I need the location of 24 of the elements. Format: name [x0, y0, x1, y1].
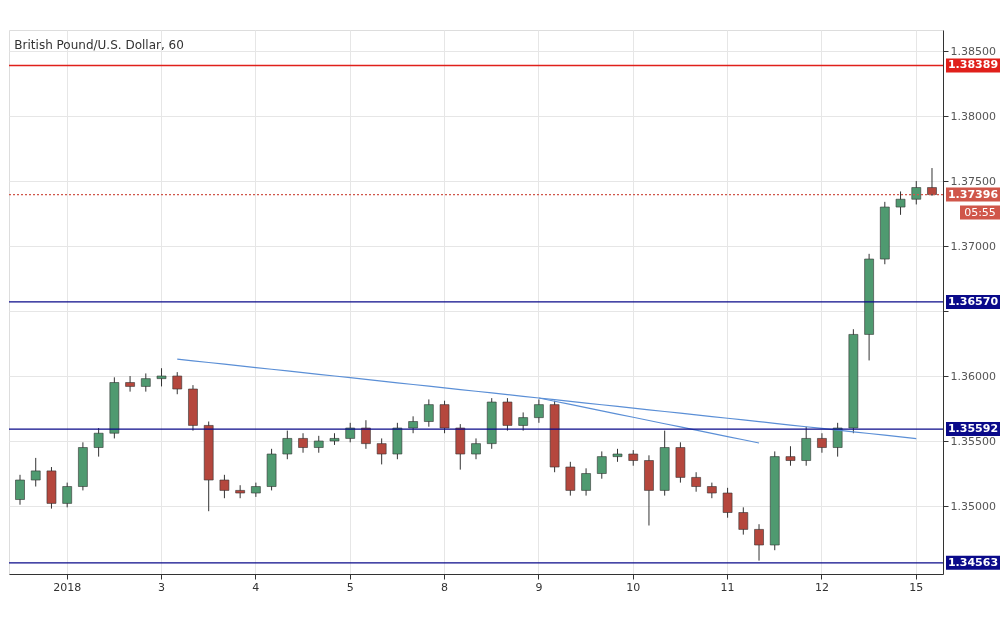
y-tick-label: 1.38000 — [950, 109, 996, 123]
x-tick-label: 4 — [252, 580, 260, 594]
y-tick-label: 1.35000 — [950, 499, 996, 513]
x-tick-label: 12 — [814, 580, 829, 594]
y-tick-label: 1.35500 — [950, 434, 996, 448]
ref-line-label: 1.36570 — [947, 294, 999, 308]
x-tick-label: 8 — [441, 580, 449, 594]
x-tick-label: 2018 — [53, 580, 82, 594]
x-tick-label: 5 — [346, 580, 354, 594]
x-tick-label: 10 — [626, 580, 641, 594]
y-tick-label: 1.36000 — [950, 369, 996, 383]
x-tick-label: 3 — [158, 580, 166, 594]
ref-line-label: 1.38389 — [947, 58, 999, 72]
x-tick-label: 11 — [720, 580, 735, 594]
y-tick-label: 1.37000 — [950, 239, 996, 253]
text: 05:55 — [964, 205, 996, 219]
y-tick-label: 1.37500 — [950, 174, 996, 188]
x-tick-label: 15 — [909, 580, 924, 594]
x-tick-label: 9 — [535, 580, 543, 594]
ref-line-label: 1.34563 — [947, 555, 999, 569]
ref-line-label: 1.37396 — [947, 187, 999, 201]
y-tick-label: 1.38500 — [950, 44, 996, 58]
ref-line-label: 1.35592 — [947, 422, 999, 436]
text: British Pound/U.S. Dollar, 60 — [14, 38, 184, 52]
